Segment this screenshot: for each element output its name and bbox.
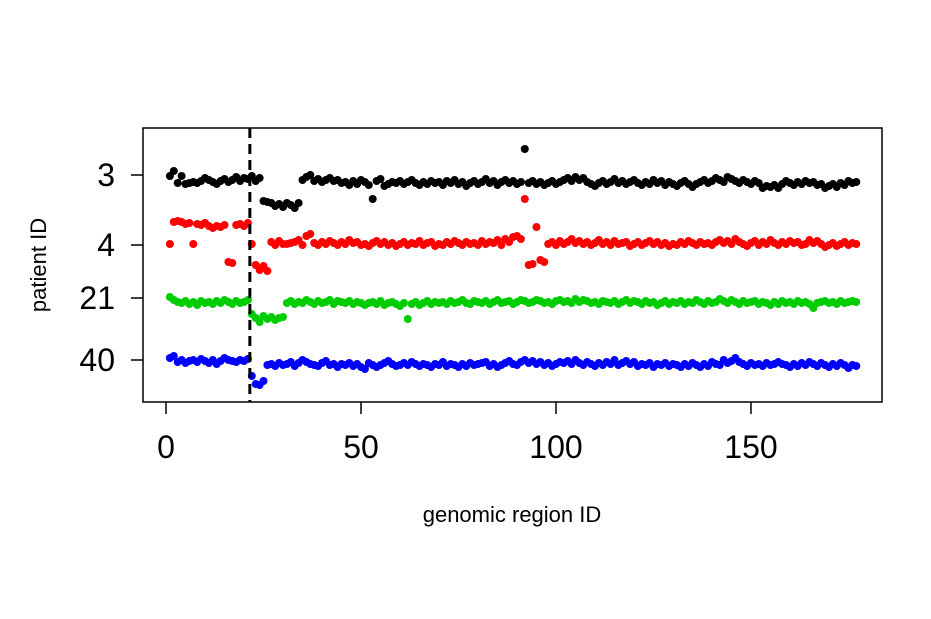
point xyxy=(497,241,506,249)
point xyxy=(169,352,178,360)
point xyxy=(189,240,198,248)
point xyxy=(298,241,307,249)
point xyxy=(364,181,373,189)
point xyxy=(852,298,861,306)
y-tick-label: 3 xyxy=(97,157,115,193)
y-axis-label: patient ID xyxy=(26,218,51,312)
x-tick-label: 50 xyxy=(343,429,379,465)
point xyxy=(403,315,412,323)
point xyxy=(852,240,861,248)
y-tick-label: 21 xyxy=(79,280,115,316)
point xyxy=(520,145,529,153)
point xyxy=(177,172,186,180)
point xyxy=(360,365,369,373)
point xyxy=(173,179,182,187)
x-tick-label: 0 xyxy=(157,429,175,465)
x-axis-label: genomic region ID xyxy=(423,502,602,527)
point xyxy=(376,175,385,183)
point xyxy=(516,178,525,186)
x-tick-label: 100 xyxy=(529,429,582,465)
point xyxy=(255,174,264,182)
point xyxy=(228,259,237,267)
point xyxy=(532,223,541,231)
point xyxy=(263,267,272,275)
point xyxy=(279,313,288,321)
point xyxy=(852,362,861,370)
point xyxy=(528,260,537,268)
point xyxy=(259,377,268,385)
point xyxy=(516,235,525,243)
point xyxy=(540,258,549,266)
x-tick-label: 150 xyxy=(724,429,777,465)
point xyxy=(520,195,529,203)
point xyxy=(306,171,315,179)
plot-box xyxy=(142,127,883,403)
point xyxy=(185,219,194,227)
point xyxy=(165,240,174,248)
y-tick-label: 40 xyxy=(79,342,115,378)
point xyxy=(294,199,303,207)
point xyxy=(220,221,229,229)
point xyxy=(255,318,264,326)
point xyxy=(306,230,315,238)
point xyxy=(852,178,861,186)
point xyxy=(399,299,408,307)
y-tick-label: 4 xyxy=(97,227,115,263)
point xyxy=(368,195,377,203)
point xyxy=(169,167,178,175)
